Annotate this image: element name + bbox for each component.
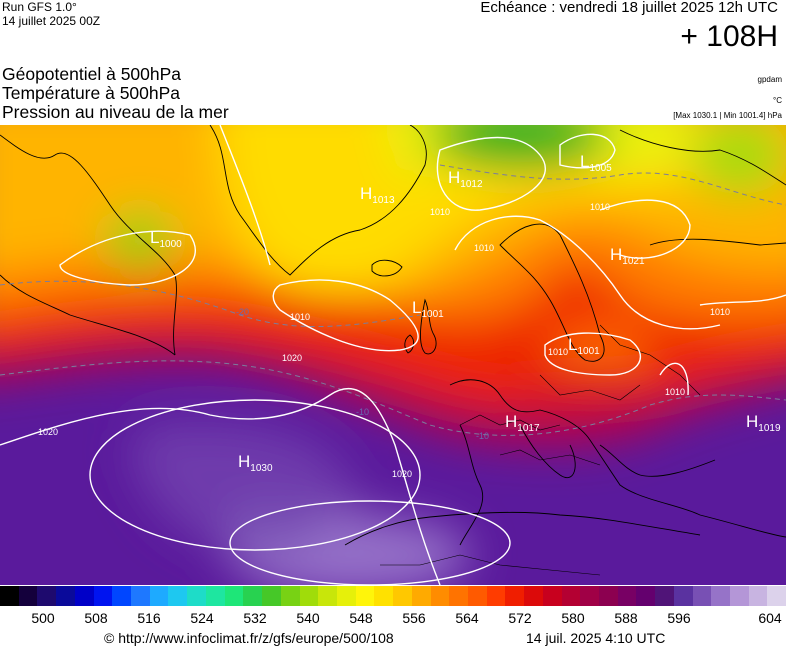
color-scale-swatch	[505, 586, 525, 606]
color-scale-label: 564	[455, 610, 479, 626]
isobar-label: 1010	[290, 312, 310, 322]
color-scale-swatch	[542, 586, 562, 606]
footer-source-url: © http://www.infoclimat.fr/z/gfs/europe/…	[104, 630, 394, 646]
color-scale-swatch	[93, 586, 113, 606]
color-scale-swatch	[355, 586, 375, 606]
color-scale-label: 516	[137, 610, 161, 626]
color-scale-swatch	[74, 586, 94, 606]
borders	[380, 324, 701, 576]
color-scale-swatch	[224, 586, 244, 606]
units-geopotential: gpdam	[757, 75, 782, 84]
color-scale-swatch	[767, 586, 786, 606]
color-scale-swatch	[580, 586, 599, 606]
color-scale-swatch	[37, 586, 57, 606]
color-scale-swatch	[617, 586, 637, 606]
color-scale-label: 596	[667, 610, 691, 626]
color-scale-swatch	[467, 586, 487, 606]
color-scale-swatch	[336, 586, 356, 606]
forecast-valid-time: Echéance : vendredi 18 juillet 2025 12h …	[480, 0, 778, 16]
color-scale-swatch	[374, 586, 394, 606]
color-scale-swatch	[411, 586, 431, 606]
isotherm-label: -10	[476, 431, 489, 441]
isobars	[0, 125, 786, 585]
color-scale-swatch	[673, 586, 693, 606]
color-scale-swatch	[748, 586, 768, 606]
isobar-label: 1010	[474, 243, 494, 253]
coastlines	[0, 125, 786, 546]
field-geopotential: Géopotentiel à 500hPa	[2, 64, 182, 84]
color-scale-swatch	[636, 586, 656, 606]
geopotential-field	[0, 125, 786, 585]
color-scale-label: 548	[349, 610, 373, 626]
color-scale-swatch	[599, 586, 618, 606]
isobar-label: 1020	[38, 427, 58, 437]
color-scale-swatch	[112, 586, 132, 606]
color-scale-swatch	[393, 586, 412, 606]
isobar-label: 1020	[282, 353, 302, 363]
isotherm-label: -20	[236, 307, 249, 317]
color-scale-swatch	[318, 586, 337, 606]
color-scale-label: 508	[84, 610, 108, 626]
color-scale-swatch	[561, 586, 581, 606]
color-scale-label: 524	[190, 610, 214, 626]
color-scale-label: 532	[243, 610, 267, 626]
isobar-label: 1010	[665, 387, 685, 397]
forecast-offset: + 108H	[680, 20, 778, 53]
color-scale-swatch	[187, 586, 206, 606]
color-scale-label: 580	[561, 610, 585, 626]
color-scale-swatch	[262, 586, 281, 606]
color-scale-label: 540	[296, 610, 320, 626]
color-scale-labels: 500 508 516 524 532 540 548 556 564 572 580 588 596 6…	[0, 610, 786, 626]
color-scale-swatch	[486, 586, 506, 606]
isobar-label: 1010	[548, 347, 568, 357]
color-scale-swatch	[692, 586, 712, 606]
color-scale-swatch	[655, 586, 674, 606]
color-scale-swatch	[131, 586, 150, 606]
color-scale-swatch	[711, 586, 731, 606]
isobar-label: 1020	[392, 469, 412, 479]
color-scale-swatch	[56, 586, 75, 606]
color-scale-swatch	[0, 586, 19, 606]
field-temperature: Température à 500hPa	[2, 83, 181, 103]
color-scale-label: 604	[758, 610, 782, 626]
isotherm-label: -10	[356, 407, 369, 417]
color-scale-swatch	[243, 586, 263, 606]
run-label: Run GFS 1.0°	[2, 0, 77, 14]
color-scale-swatch	[730, 586, 749, 606]
color-scale-label: 588	[614, 610, 638, 626]
isobar-label: 1010	[430, 207, 450, 217]
color-scale-label: 556	[402, 610, 426, 626]
color-scale-label: 500	[31, 610, 55, 626]
isobar-label: 1010	[710, 307, 730, 317]
pressure-range-info: [Max 1030.1 | Min 1001.4] hPa	[673, 111, 782, 120]
color-scale-bar	[0, 586, 786, 606]
isotherms	[0, 164, 786, 436]
color-scale-label: 572	[508, 610, 532, 626]
isobar-label: 1010	[590, 202, 610, 212]
color-scale-swatch	[524, 586, 543, 606]
run-date: 14 juillet 2025 00Z	[2, 14, 101, 28]
color-scale-swatch	[280, 586, 300, 606]
color-scale-swatch	[168, 586, 188, 606]
color-scale-swatch	[299, 586, 319, 606]
units-temperature: °C	[773, 96, 782, 105]
color-scale-swatch	[18, 586, 38, 606]
color-scale-swatch	[449, 586, 468, 606]
color-scale-swatch	[149, 586, 169, 606]
field-sea-level-pressure: Pression au niveau de la mer	[2, 102, 229, 122]
footer-generated-time: 14 juil. 2025 4:10 UTC	[526, 630, 666, 646]
color-scale-swatch	[430, 586, 450, 606]
color-scale-swatch	[205, 586, 225, 606]
